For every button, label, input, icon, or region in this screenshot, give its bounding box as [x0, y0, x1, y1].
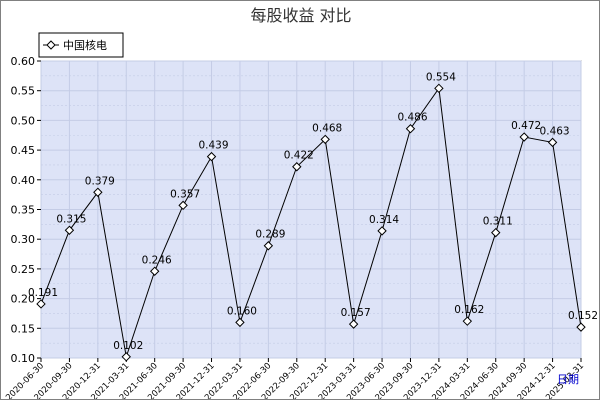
- data-label: 0.422: [284, 150, 314, 162]
- data-label: 0.157: [341, 307, 371, 319]
- data-point-marker: [235, 317, 245, 328]
- data-point-marker: [292, 162, 302, 172]
- series-markers: [36, 83, 586, 362]
- data-label: 0.472: [511, 120, 541, 132]
- data-point-marker: [348, 319, 359, 329]
- data-label: 0.311: [483, 216, 513, 228]
- y-tick-label: 0.25: [11, 263, 36, 276]
- legend-marker-icon: [46, 40, 56, 50]
- data-label: 0.439: [198, 140, 228, 152]
- data-label: 0.463: [540, 125, 570, 137]
- data-label: 0.468: [312, 122, 342, 134]
- data-point-marker: [121, 352, 131, 362]
- x-axis-title: 日期: [557, 373, 579, 386]
- data-point-marker: [320, 134, 330, 145]
- y-axis-ticks: 0.10 0.15 0.20 0.25 0.30 0.35 0.40 0.45 0.50 0.55…: [11, 55, 41, 365]
- data-label: 0.554: [426, 71, 456, 83]
- y-tick-label: 0.20: [11, 293, 36, 306]
- data-point-marker: [462, 316, 473, 326]
- y-tick-label: 0.60: [11, 55, 36, 68]
- y-tick-label: 0.55: [11, 85, 36, 98]
- data-point-marker: [576, 322, 586, 332]
- legend-label: 中国核电: [63, 38, 107, 52]
- y-tick-label: 0.40: [11, 174, 36, 187]
- data-point-marker: [36, 299, 46, 309]
- data-label: 0.486: [397, 112, 427, 124]
- data-point-marker: [149, 266, 160, 276]
- series-line: [40, 86, 582, 357]
- data-point-marker: [434, 83, 444, 94]
- y-tick-label: 0.35: [11, 204, 36, 217]
- y-tick-label: 0.30: [11, 233, 36, 246]
- legend: 中国核电: [38, 32, 124, 58]
- data-point-marker: [263, 241, 274, 251]
- data-point-marker: [377, 226, 387, 236]
- data-point-marker: [206, 151, 217, 162]
- data-label: 0.160: [227, 305, 257, 317]
- y-tick-label: 0.15: [11, 322, 36, 335]
- horizontal-gridlines: [41, 60, 581, 359]
- data-label: 0.102: [113, 340, 143, 352]
- y-tick-label: 0.10: [11, 352, 36, 365]
- data-label: 0.246: [142, 254, 172, 266]
- data-label: 0.357: [170, 188, 200, 200]
- data-point-marker: [491, 227, 501, 238]
- y-tick-label: 0.45: [11, 144, 36, 157]
- data-point-marker: [93, 187, 103, 197]
- y-tick-label: 0.50: [11, 114, 36, 127]
- data-point-marker: [405, 124, 416, 134]
- data-label: 0.315: [56, 213, 86, 225]
- data-label: 0.162: [454, 304, 484, 316]
- data-label: 0.379: [85, 175, 115, 187]
- data-point-marker: [519, 132, 529, 142]
- chart-title: 每股收益 对比: [250, 6, 351, 25]
- data-labels: 0.191 0.315 0.379 0.102 0.246 0.357 0.439 0.160…: [28, 71, 598, 351]
- data-label: 0.314: [369, 214, 399, 226]
- data-point-marker: [178, 200, 188, 211]
- data-label: 0.152: [568, 310, 598, 322]
- data-point-marker: [64, 225, 75, 235]
- data-label: 0.191: [28, 287, 58, 299]
- data-point-marker: [547, 137, 558, 148]
- x-axis-ticks: 2020-06-302020-09-302020-12-312021-03-31…: [4, 358, 586, 403]
- data-label: 0.289: [255, 229, 285, 241]
